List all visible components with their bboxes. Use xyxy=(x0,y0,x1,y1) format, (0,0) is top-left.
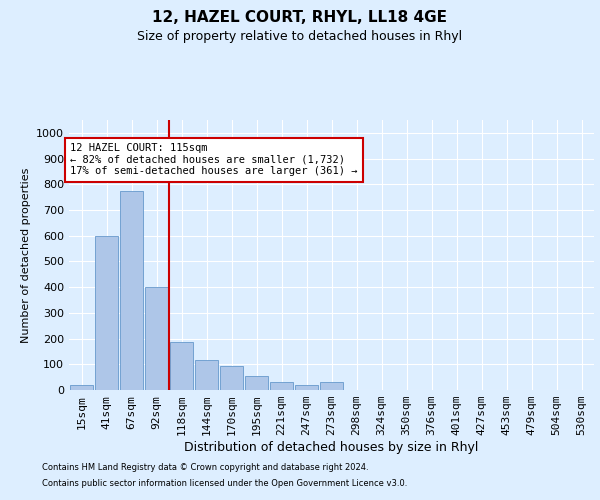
Bar xyxy=(270,382,293,390)
Text: 12 HAZEL COURT: 115sqm
← 82% of detached houses are smaller (1,732)
17% of semi-: 12 HAZEL COURT: 115sqm ← 82% of detached… xyxy=(70,143,358,176)
Bar xyxy=(245,376,268,390)
Bar xyxy=(95,236,118,390)
X-axis label: Distribution of detached houses by size in Rhyl: Distribution of detached houses by size … xyxy=(184,441,479,454)
Text: Contains public sector information licensed under the Open Government Licence v3: Contains public sector information licen… xyxy=(42,478,407,488)
Text: Size of property relative to detached houses in Rhyl: Size of property relative to detached ho… xyxy=(137,30,463,43)
Y-axis label: Number of detached properties: Number of detached properties xyxy=(20,168,31,342)
Bar xyxy=(120,190,143,390)
Text: Contains HM Land Registry data © Crown copyright and database right 2024.: Contains HM Land Registry data © Crown c… xyxy=(42,464,368,472)
Bar xyxy=(320,382,343,390)
Bar xyxy=(70,385,93,390)
Bar xyxy=(145,287,168,390)
Bar xyxy=(195,360,218,390)
Bar xyxy=(170,342,193,390)
Bar xyxy=(295,385,318,390)
Text: 12, HAZEL COURT, RHYL, LL18 4GE: 12, HAZEL COURT, RHYL, LL18 4GE xyxy=(152,10,448,25)
Bar xyxy=(220,366,243,390)
